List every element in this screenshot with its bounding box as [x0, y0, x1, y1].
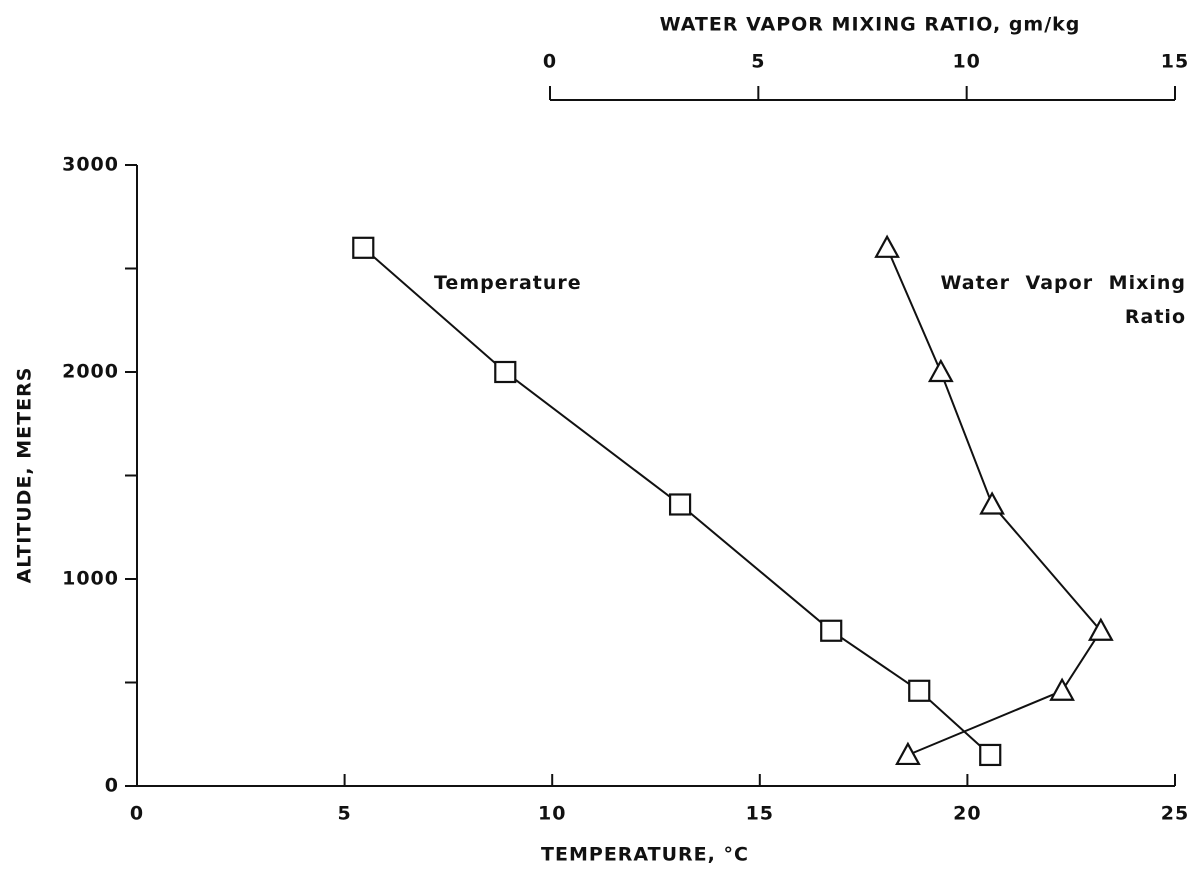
marker	[820, 619, 843, 642]
x-tick-label: 0	[130, 803, 144, 825]
marker	[1087, 617, 1114, 641]
y-tick-label: 3000	[62, 154, 119, 176]
marker	[927, 358, 954, 383]
x2-tick-label: 5	[751, 51, 765, 73]
x-tick-label: 5	[337, 803, 351, 825]
series-line	[362, 247, 991, 756]
marker	[874, 234, 900, 258]
marker	[908, 679, 931, 702]
y-tick-label: 1000	[62, 568, 119, 590]
marker	[668, 493, 692, 516]
y-tick-label: 2000	[62, 361, 119, 383]
x-tick-label: 20	[953, 803, 981, 825]
y-tick-label: 0	[105, 775, 119, 797]
x-tick-label: 15	[746, 803, 774, 825]
x-tick-label: 10	[538, 803, 566, 825]
x2-tick-label: 10	[952, 51, 980, 73]
marker	[979, 491, 1005, 515]
x2-tick-label: 15	[1161, 51, 1189, 73]
x-tick-label: 25	[1161, 803, 1189, 825]
marker	[494, 360, 517, 384]
series-label: Temperature	[434, 272, 582, 294]
x-axis-label: TEMPERATURE, °C	[541, 844, 749, 866]
series-line	[886, 247, 1103, 756]
x2-axis-label: WATER VAPOR MIXING RATIO, gm/kg	[660, 14, 1081, 36]
marker	[895, 741, 921, 766]
y-axis-label: ALTITUDE, METERS	[14, 367, 36, 584]
marker	[1049, 677, 1075, 701]
marker	[352, 236, 375, 259]
marker	[979, 743, 1002, 767]
x2-tick-label: 0	[543, 51, 557, 73]
series-label: Water Vapor Mixing Ratio	[940, 272, 1186, 328]
